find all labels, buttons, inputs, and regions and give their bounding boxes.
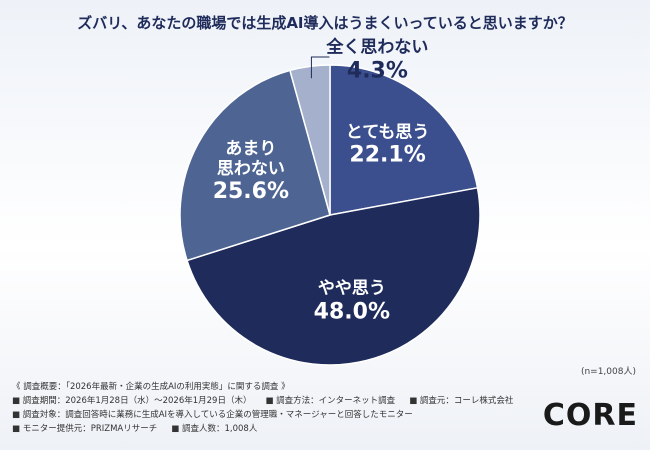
sample-note: (n=1,008人) <box>580 367 636 377</box>
category-label: あまり 思わない <box>216 138 285 179</box>
category-label: とても思う <box>345 122 430 143</box>
footer-line: ■ モニター提供元：PRIZMAリサーチ ■ 調査人数：1,008人 <box>12 422 527 436</box>
leader-line <box>310 56 330 79</box>
slice-label: あまり 思わない 25.6% <box>212 138 290 205</box>
value-label: 48.0% <box>313 299 390 325</box>
logo: CORE <box>542 398 638 433</box>
footer-item: ■ 調査元：コーレ株式会社 <box>409 396 514 406</box>
pie-slice <box>289 64 331 216</box>
footer-line: ■ 調査期間：2026年1月28日（水）～2026年1月29日（木） ■ 調査方法… <box>12 394 527 408</box>
footer-line: ■ 調査対象：調査回答時に業務に生成AIを導入している企業の管理職・マネージャー… <box>12 408 527 422</box>
footer-item: ■ 調査期間：2026年1月28日（水）～2026年1月29日（木） <box>12 396 252 406</box>
footer-item: ■ 調査対象：調査回答時に業務に生成AIを導入している企業の管理職・マネージャー… <box>12 410 413 420</box>
category-label: やや思う <box>317 278 386 299</box>
category-label: 全く思わない <box>326 37 429 58</box>
slice-label: やや思う 48.0% <box>313 278 390 325</box>
footer-item: ■ 調査人数：1,008人 <box>171 424 258 434</box>
value-label: 25.6% <box>212 179 290 205</box>
value-label: 22.1% <box>349 142 426 168</box>
value-label: 4.3% <box>346 58 408 84</box>
footer-item: ■ 調査方法：インターネット調査 <box>265 396 396 406</box>
pie-slice <box>329 64 479 216</box>
footer: 《 調査概要：「2026年最新・企業の生成AIの利用実態」に関する調査 》 ■ … <box>12 380 527 436</box>
slice-label: とても思う 22.1% <box>346 123 430 168</box>
pie-slice <box>179 69 331 262</box>
summary: 《 調査概要：「2026年最新・企業の生成AIの利用実態」に関する調査 》 <box>12 382 290 392</box>
footer-item: ■ モニター提供元：PRIZMAリサーチ <box>12 424 158 434</box>
chart-title: ズバリ、あなたの職場では生成AI導入はうまくいっていると思いますか？ <box>77 14 573 32</box>
pie-slice <box>186 186 481 366</box>
slice-label: 全く思わない 4.3% <box>326 37 429 84</box>
